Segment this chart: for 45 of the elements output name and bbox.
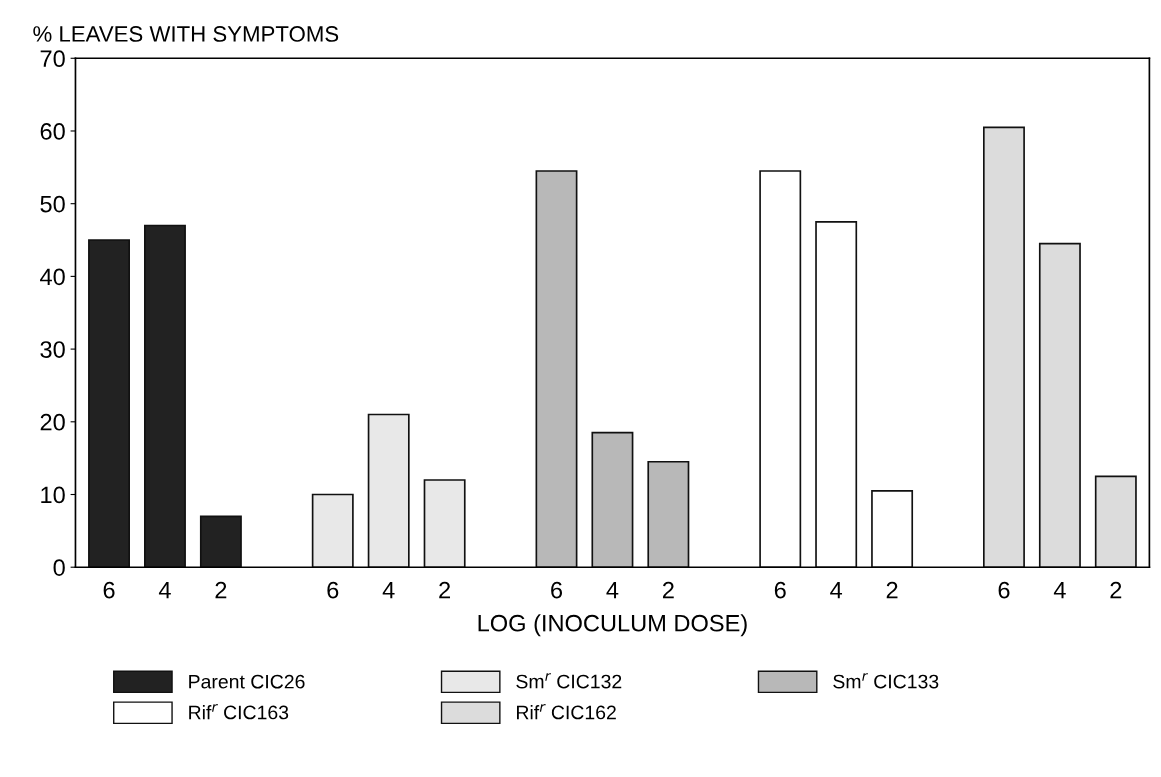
x-tick-label: 6 bbox=[327, 581, 339, 599]
legend-label: Parent CIC26 bbox=[189, 674, 305, 689]
y-tick-label: 70 bbox=[40, 50, 65, 68]
legend-label: Rif$^{r}$ CIC163 bbox=[189, 704, 289, 720]
bar bbox=[815, 221, 858, 568]
x-tick-label: 4 bbox=[1053, 581, 1066, 599]
bar bbox=[647, 460, 690, 568]
x-axis-title: LOG (INOCULUM DOSE) bbox=[478, 614, 747, 637]
bar bbox=[88, 239, 130, 568]
y-tick-label: 30 bbox=[40, 341, 65, 358]
bar bbox=[1038, 242, 1081, 568]
x-tick-label: 2 bbox=[1110, 581, 1122, 599]
x-tick-label: 4 bbox=[830, 581, 843, 599]
y-tick-label: 0 bbox=[53, 559, 65, 576]
bar bbox=[143, 224, 186, 568]
chart-title: % LEAVES WITH SYMPTOMS bbox=[33, 26, 339, 42]
x-tick-label: 4 bbox=[382, 581, 395, 599]
y-tick-label: 60 bbox=[40, 123, 65, 140]
x-tick-label: 2 bbox=[439, 581, 451, 599]
legend-label: Rif$^{r}$ CIC162 bbox=[517, 704, 616, 720]
bar bbox=[1094, 475, 1137, 568]
x-tick-label: 2 bbox=[215, 581, 227, 599]
x-tick-label: 6 bbox=[774, 581, 786, 599]
x-tick-label: 6 bbox=[551, 581, 563, 599]
y-tick-label: 50 bbox=[40, 195, 65, 213]
bar bbox=[199, 515, 242, 568]
bar bbox=[871, 490, 914, 568]
bar bbox=[311, 493, 354, 568]
bar bbox=[591, 431, 634, 568]
y-tick-label: 40 bbox=[40, 268, 65, 286]
legend-label: Sm$^{r}$ CIC132 bbox=[516, 673, 622, 689]
y-tick-label: 20 bbox=[40, 413, 65, 431]
x-tick-label: 4 bbox=[606, 581, 619, 599]
y-tick-label: 10 bbox=[41, 486, 65, 504]
bar bbox=[759, 170, 802, 568]
x-tick-label: 2 bbox=[662, 581, 674, 599]
legend-label: Sm$^{r}$ CIC133 bbox=[833, 673, 939, 689]
bar bbox=[535, 170, 578, 568]
x-tick-label: 4 bbox=[158, 581, 171, 599]
bar bbox=[367, 413, 410, 568]
x-tick-label: 6 bbox=[998, 581, 1010, 599]
bar bbox=[423, 479, 466, 568]
x-tick-label: 6 bbox=[103, 581, 115, 599]
x-tick-label: 2 bbox=[886, 581, 898, 599]
bar bbox=[982, 126, 1025, 568]
